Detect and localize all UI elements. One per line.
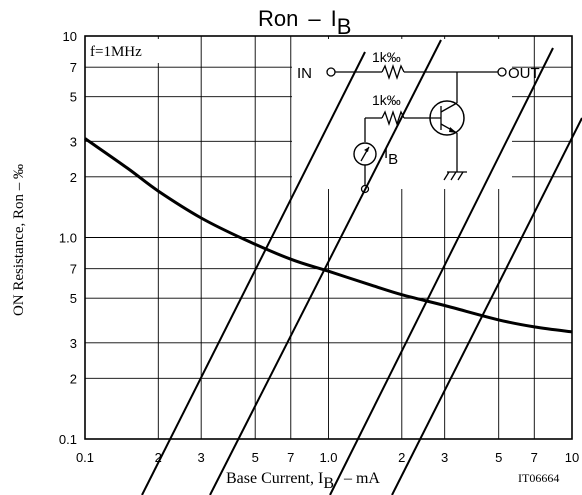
y-tick-label: 3 (70, 336, 77, 351)
out-terminal (497, 67, 507, 77)
watermark-stroke (141, 51, 366, 495)
x-tick-label: 10 (565, 450, 579, 465)
x-tick-label: 1.0 (319, 450, 337, 465)
chart-title: Ron – IB (258, 6, 351, 39)
circuit-in-label: IN (297, 65, 312, 82)
watermark-stroke (209, 39, 442, 495)
emitter-arrow (449, 127, 457, 133)
y-tick-label: 2 (70, 170, 77, 185)
y-tick-label: 0.1 (59, 432, 77, 447)
y-tick-label: 5 (70, 90, 77, 105)
x-tick-label: 3 (198, 450, 205, 465)
r1-label: 1k‰ (372, 49, 401, 65)
y-tick-label: 5 (70, 291, 77, 306)
y-tick-label: 7 (70, 60, 77, 75)
x-axis-label: Base Current, IB – mA (226, 470, 380, 492)
resistor-r2 (381, 109, 405, 127)
watermark-stroke (391, 117, 582, 495)
y-tick-label: 3 (70, 134, 77, 149)
ground-icon (443, 171, 467, 181)
x-tick-label: 7 (531, 450, 538, 465)
y-axis-label: ON Resistance, Ron – ‰ (11, 164, 27, 316)
x-tick-labels: 0.1 2 3 5 7 1.0 2 3 5 7 10 (76, 450, 579, 465)
watermark-stroke (329, 47, 554, 495)
y-tick-label: 10 (63, 29, 77, 44)
x-tick-label: 2 (155, 450, 162, 465)
y-tick-label: 7 (70, 262, 77, 277)
in-terminal (326, 67, 336, 77)
circuit-out-label: OUT (508, 65, 540, 82)
condition-label: f=1MHz (90, 44, 142, 60)
condition-bg (88, 39, 164, 63)
r2-label: 1k‰ (372, 92, 401, 108)
y-tick-label: 2 (70, 371, 77, 386)
series-line (84, 137, 573, 334)
source-label: IB (384, 145, 398, 168)
current-arrow-head (364, 147, 369, 152)
y-tick-labels: 0.1 2 3 5 7 1.0 2 3 5 7 10 (59, 29, 77, 447)
y-tick-label: 1.0 (59, 231, 77, 246)
resistor-r1 (381, 63, 405, 81)
transistor-collector (440, 102, 458, 113)
x-tick-label: 5 (252, 450, 259, 465)
x-tick-label: 5 (495, 450, 502, 465)
x-tick-label: 3 (441, 450, 448, 465)
x-tick-label: 7 (287, 450, 294, 465)
discontinued-watermark (141, 39, 582, 495)
circuit-diagram: IN 1k‰ OUT 1k‰ IB (292, 39, 540, 194)
figure-code: IT06664 (518, 471, 559, 485)
x-tick-label: 2 (398, 450, 405, 465)
x-tick-label: 0.1 (76, 450, 94, 465)
